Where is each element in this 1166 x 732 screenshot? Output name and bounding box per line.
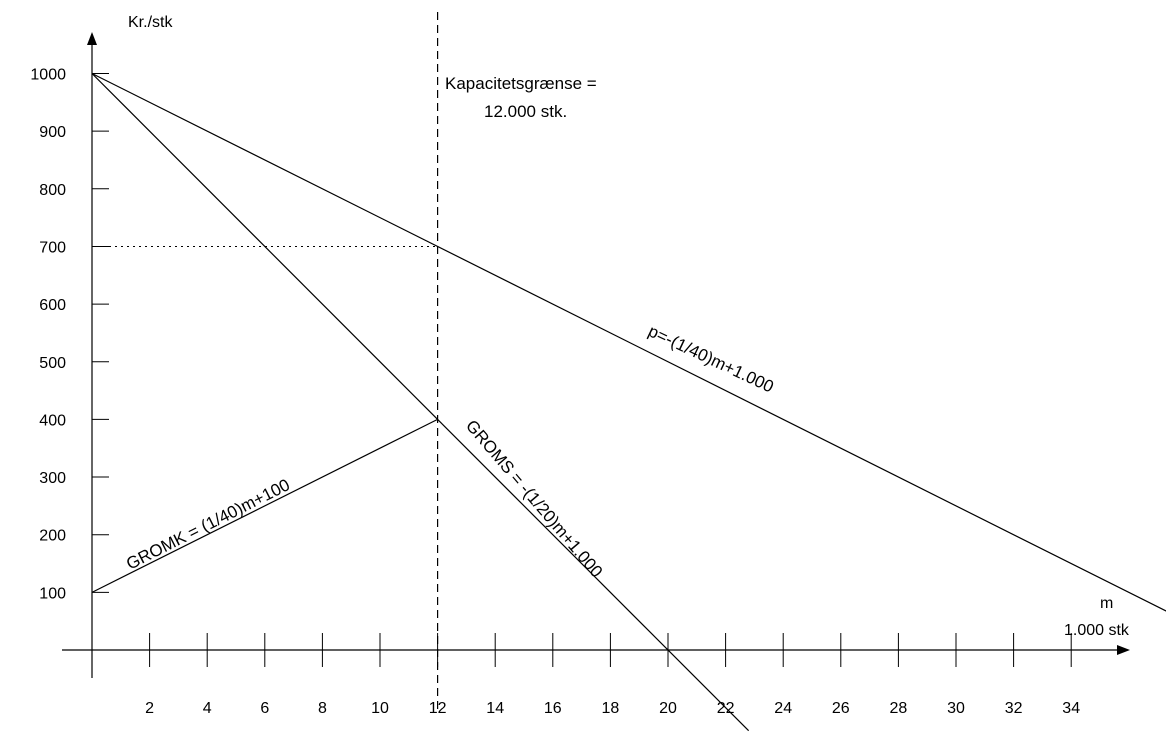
x-tick-label: 2 xyxy=(145,700,154,717)
x-tick-label: 34 xyxy=(1062,700,1080,717)
y-tick-label: 400 xyxy=(39,412,66,429)
x-axis-title-unit-letter: m xyxy=(1100,595,1113,612)
x-axis-title-unit: 1.000 stk xyxy=(1064,622,1130,639)
x-tick-label: 26 xyxy=(832,700,850,717)
x-tick-label: 10 xyxy=(371,700,389,717)
series-label-price: p=-(1/40)m+1.000 xyxy=(645,321,776,396)
groms-line xyxy=(92,74,749,731)
x-tick-label: 28 xyxy=(890,700,908,717)
y-tick-label: 300 xyxy=(39,470,66,487)
y-tick-label: 800 xyxy=(39,182,66,199)
y-tick-label: 1000 xyxy=(30,67,66,84)
series-lines xyxy=(92,74,1166,731)
y-tick-label: 200 xyxy=(39,528,66,545)
labels: Kr./stk m 1.000 stk Kapacitetsgrænse = 1… xyxy=(123,14,1130,639)
x-tick-label: 14 xyxy=(486,700,504,717)
x-tick-label: 24 xyxy=(774,700,792,717)
y-tick-label: 600 xyxy=(39,297,66,314)
ticks: 2 4 6 8 10 12 14 16 18 20 22 24 26 28 30 32 341002003004… xyxy=(30,67,1080,718)
y-tick-label: 900 xyxy=(39,124,66,141)
y-tick-label: 100 xyxy=(39,585,66,602)
y-axis-arrowhead xyxy=(87,32,97,45)
x-tick-label: 16 xyxy=(544,700,562,717)
series-label-groms: GROMS = -(1/20)m+1.000 xyxy=(462,416,606,581)
price-line xyxy=(92,74,1166,612)
x-tick-label: 6 xyxy=(260,700,269,717)
y-tick-label: 700 xyxy=(39,239,66,256)
x-axis-arrowhead xyxy=(1117,645,1130,655)
y-tick-label: 500 xyxy=(39,355,66,372)
x-tick-label: 20 xyxy=(659,700,677,717)
y-axis-title: Kr./stk xyxy=(128,14,173,31)
x-tick-label: 4 xyxy=(203,700,212,717)
axes xyxy=(62,32,1130,678)
capacity-label-line-2: 12.000 stk. xyxy=(484,102,567,121)
capacity-label-line-1: Kapacitetsgrænse = xyxy=(445,74,597,93)
guides xyxy=(109,12,438,712)
x-tick-label: 30 xyxy=(947,700,965,717)
x-tick-label: 18 xyxy=(602,700,620,717)
x-tick-label: 8 xyxy=(318,700,327,717)
x-tick-label: 32 xyxy=(1005,700,1023,717)
series-label-gromk: GROMK = (1/40)m+100 xyxy=(123,475,293,573)
